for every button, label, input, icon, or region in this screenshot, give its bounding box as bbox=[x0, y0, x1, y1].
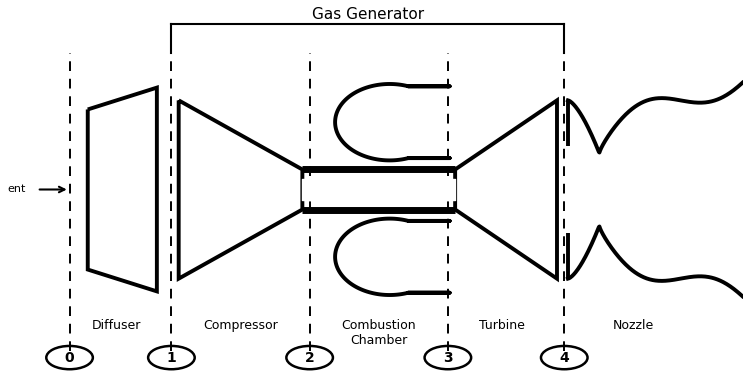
Text: Gas Generator: Gas Generator bbox=[312, 7, 424, 22]
Text: ent: ent bbox=[8, 185, 26, 194]
Text: 4: 4 bbox=[560, 351, 569, 365]
Text: Compressor: Compressor bbox=[203, 319, 278, 332]
Text: 2: 2 bbox=[304, 351, 314, 365]
Text: 0: 0 bbox=[64, 351, 74, 365]
Text: Combustion
Chamber: Combustion Chamber bbox=[341, 319, 416, 347]
Text: 3: 3 bbox=[443, 351, 453, 365]
Text: Diffuser: Diffuser bbox=[92, 319, 142, 332]
Text: Turbine: Turbine bbox=[479, 319, 525, 332]
Text: Nozzle: Nozzle bbox=[613, 319, 654, 332]
Text: 1: 1 bbox=[166, 351, 176, 365]
